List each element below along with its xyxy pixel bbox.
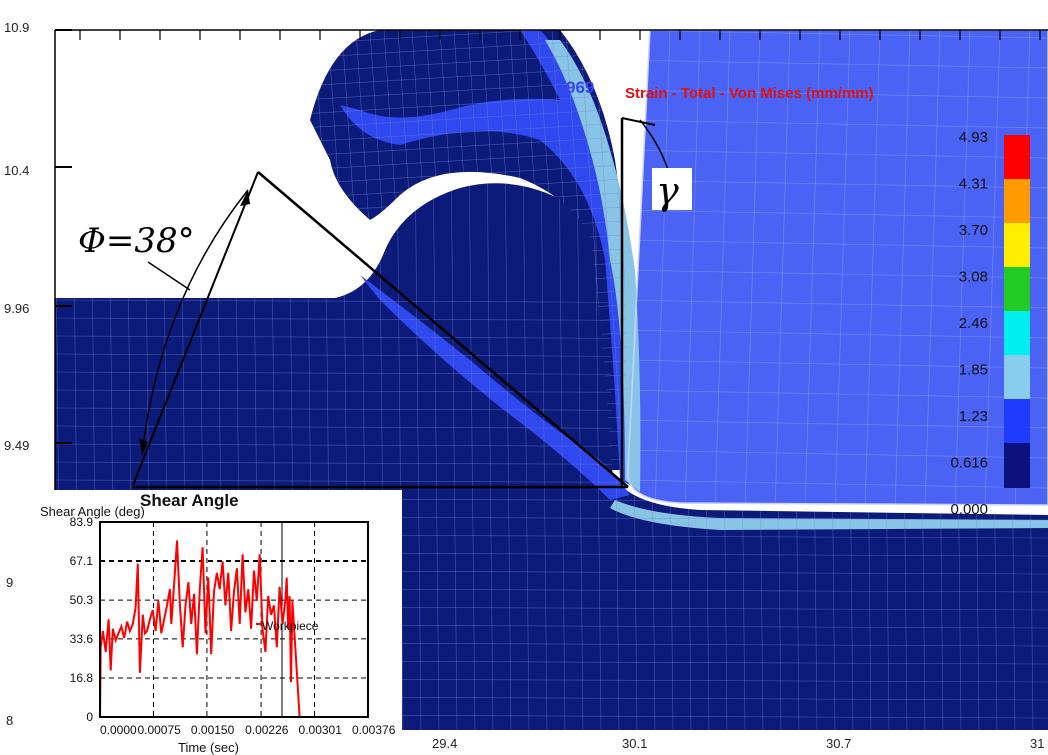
chart-x-tick: 0.00075	[137, 723, 181, 737]
legend-value: 2.46	[959, 315, 988, 332]
legend-value: 0.616	[950, 455, 988, 472]
legend-value: 1.85	[959, 362, 988, 379]
legend-swatch	[1004, 311, 1030, 356]
step-label: 969	[566, 78, 594, 97]
rake-angle-annotation	[620, 117, 692, 487]
legend-value: 4.31	[959, 176, 988, 193]
chart-xlabel: Time (sec)	[178, 740, 239, 755]
x-tick-label: 30.1	[622, 736, 647, 751]
legend-value: 1.23	[959, 408, 988, 425]
chart-x-tick: 0.0000	[100, 723, 137, 737]
y-tick-label: 8	[6, 713, 13, 728]
chart-legend-entry: Workpiece	[262, 619, 319, 633]
legend-swatch	[1004, 399, 1030, 444]
chart-x-tick: 0.00301	[299, 723, 343, 737]
legend-swatch	[1004, 179, 1030, 224]
chart-y-tick: 16.8	[70, 671, 94, 685]
plot-frame	[54, 29, 1048, 490]
legend-value: 3.70	[959, 222, 988, 239]
legend-swatch	[1004, 135, 1030, 180]
chart-x-tick: 0.00376	[352, 723, 396, 737]
chart-x-tick: 0.00226	[245, 723, 289, 737]
phi-label: Φ=38°	[78, 221, 195, 261]
legend-swatch	[1004, 443, 1030, 488]
series-line-workpiece	[100, 540, 368, 717]
y-tick-label: 9.49	[4, 438, 29, 453]
legend-value: 3.08	[959, 269, 988, 286]
chart-ylabel: Shear Angle (deg)	[40, 504, 145, 519]
legend-value: 4.93	[959, 129, 988, 146]
x-tick-label: 31	[1030, 736, 1044, 751]
legend-swatch	[1004, 267, 1030, 312]
shear-angle-inset: Shear Angle Shear Angle (deg) Time (sec)…	[18, 490, 402, 755]
chart-y-tick: 83.9	[70, 515, 94, 529]
strain-legend: 4.93 4.31 3.70 3.08 2.46 1.85 1.23 0.616 0.000	[950, 129, 1030, 518]
chart-y-tick: 33.6	[70, 632, 94, 646]
surface-strain-band	[610, 500, 1048, 530]
y-tick-label: 9.96	[4, 301, 29, 316]
chart-x-tick: 0.00150	[191, 723, 235, 737]
cutting-tool	[627, 30, 1048, 505]
gamma-label: γ	[656, 169, 679, 213]
legend-title: Strain - Total - Von Mises (mm/mm)	[625, 85, 874, 102]
inset-title: Shear Angle	[140, 491, 239, 510]
x-tick-label: 29.4	[432, 736, 457, 751]
y-tick-label: 10.9	[4, 20, 29, 35]
primary-shear-zone	[360, 275, 630, 500]
shear-angle-annotation	[132, 171, 629, 489]
y-tick-label: 10.4	[4, 163, 29, 178]
secondary-shear-zone	[340, 30, 640, 490]
legend-swatch	[1004, 223, 1030, 268]
chart-y-tick: 50.3	[70, 593, 94, 607]
y-tick-label: 9	[6, 575, 13, 590]
x-tick-label: 30.7	[826, 736, 851, 751]
legend-swatch	[1004, 355, 1030, 400]
chart-y-tick: 67.1	[70, 554, 94, 568]
legend-value: 0.000	[950, 501, 988, 518]
chart-y-tick: 0	[86, 710, 93, 724]
